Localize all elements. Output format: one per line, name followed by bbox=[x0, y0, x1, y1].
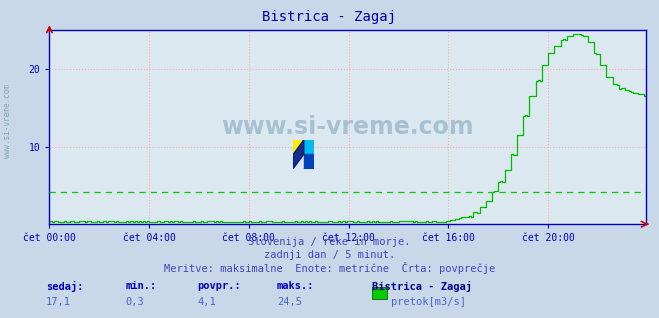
Text: 0,3: 0,3 bbox=[125, 297, 144, 307]
Text: Bistrica - Zagaj: Bistrica - Zagaj bbox=[262, 10, 397, 24]
Polygon shape bbox=[293, 140, 304, 169]
Text: sedaj:: sedaj: bbox=[46, 281, 84, 293]
Text: Meritve: maksimalne  Enote: metrične  Črta: povprečje: Meritve: maksimalne Enote: metrične Črta… bbox=[164, 262, 495, 274]
Text: www.si-vreme.com: www.si-vreme.com bbox=[221, 115, 474, 139]
Text: maks.:: maks.: bbox=[277, 281, 314, 291]
Text: min.:: min.: bbox=[125, 281, 156, 291]
Text: www.si-vreme.com: www.si-vreme.com bbox=[3, 84, 13, 158]
Text: Slovenija / reke in morje.: Slovenija / reke in morje. bbox=[248, 237, 411, 247]
Text: povpr.:: povpr.: bbox=[198, 281, 241, 291]
Text: Bistrica - Zagaj: Bistrica - Zagaj bbox=[372, 281, 473, 293]
Text: 17,1: 17,1 bbox=[46, 297, 71, 307]
Polygon shape bbox=[293, 140, 304, 154]
Text: pretok[m3/s]: pretok[m3/s] bbox=[391, 297, 466, 307]
Text: zadnji dan / 5 minut.: zadnji dan / 5 minut. bbox=[264, 250, 395, 259]
Polygon shape bbox=[304, 140, 314, 154]
Polygon shape bbox=[304, 154, 314, 169]
Text: 4,1: 4,1 bbox=[198, 297, 216, 307]
Text: 24,5: 24,5 bbox=[277, 297, 302, 307]
